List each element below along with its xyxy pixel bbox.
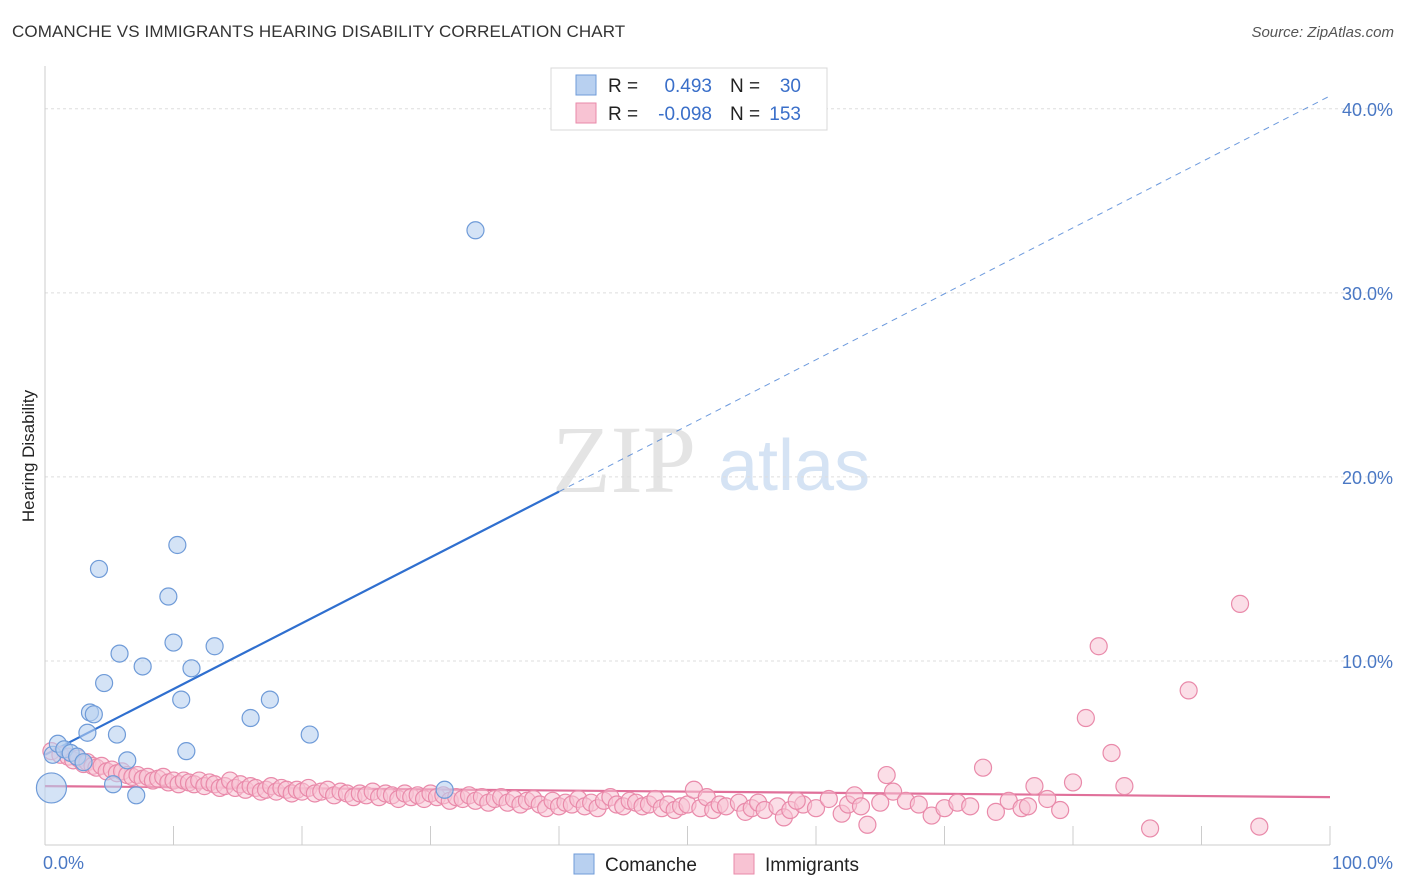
immigrants-point [883,782,903,801]
comanche-point [89,559,109,579]
comanche-point [84,705,103,724]
immigrants-point [1140,819,1160,838]
immigrants-r-label: R = [608,104,638,125]
axes [44,66,1331,846]
comanche-point [172,690,191,709]
immigrants-point [1038,789,1057,809]
watermark-atlas: atlas [718,426,870,506]
legend-immigrants-label: Immigrants [765,855,859,876]
immigrants-point [851,797,871,816]
comanche-point [466,221,485,240]
immigrants-point [871,793,890,812]
series-legend: Comanche Immigrants [573,853,859,876]
immigrants-point [1018,797,1038,816]
immigrants-point [1063,773,1083,792]
comanche-point [168,535,187,555]
comanche-n-label: N = [730,76,760,97]
comanche-point [110,644,129,663]
comanche-points [35,221,485,805]
y-tick-label: 10.0% [1342,652,1393,672]
immigrants-legend-swatch [575,102,597,124]
immigrants-point [986,802,1006,821]
immigrants-point [806,799,826,818]
comanche-point [74,753,93,772]
immigrants-n-label: N = [730,104,760,125]
comanche-trend-line [44,490,560,756]
comanche-point [182,659,201,678]
immigrants-r-value: -0.098 [658,104,712,125]
comanche-point [159,587,178,606]
comanche-point [164,633,183,652]
comanche-legend-swatch [575,74,597,96]
immigrants-point [1051,800,1070,820]
comanche-r-value: 0.493 [664,76,712,97]
immigrants-point [973,758,993,777]
comanche-point [205,637,224,656]
comanche-point [35,772,68,804]
chart-title: COMANCHE VS IMMIGRANTS HEARING DISABILIT… [12,22,626,41]
immigrants-point [1230,594,1250,613]
comanche-trend-extension [558,95,1331,493]
immigrants-point [1250,817,1269,836]
comanche-point [127,786,146,805]
immigrants-point [961,797,980,816]
source-label: Source: ZipAtlas.com [1251,24,1394,41]
comanche-n-value: 30 [780,76,801,97]
immigrants-point [1025,777,1044,796]
y-tick-label: 40.0% [1342,100,1393,120]
legend-immigrants-swatch [733,853,755,875]
comanche-point [300,725,319,744]
immigrants-point [1179,681,1198,700]
comanche-point [104,775,123,794]
x-tick-label: 0.0% [43,853,84,873]
comanche-point [177,742,196,761]
immigrants-point [1115,777,1134,796]
y-tick-label: 30.0% [1342,284,1393,304]
immigrants-point [909,795,928,814]
comanche-point [435,780,454,799]
immigrants-point [877,765,896,785]
immigrants-point [1102,743,1121,763]
immigrants-n-value: 153 [769,104,801,125]
immigrants-point [1089,637,1108,656]
immigrants-point [819,789,838,809]
comanche-point [118,751,137,770]
comanche-point [95,673,114,693]
comanche-point [133,657,152,676]
stats-legend: R = 0.493 N = 30 R = -0.098 N = 153 [550,67,828,131]
grid-lines [45,108,1392,662]
y-tick-label: 20.0% [1342,468,1393,488]
y-axis-label: Hearing Disability [19,389,38,522]
comanche-point [78,723,97,742]
comanche-point [260,690,279,709]
comanche-point [241,708,260,728]
immigrants-point [858,815,877,834]
comanche-point [107,725,127,744]
immigrants-point [1076,708,1095,728]
watermark-zip: ZIP [552,406,696,513]
legend-comanche-label: Comanche [605,855,697,876]
comanche-r-label: R = [608,76,638,97]
x-tick-labels: 0.0% 100.0% [43,853,1393,873]
y-tick-labels: 10.0% 20.0% 30.0% 40.0% [1342,100,1393,672]
legend-comanche-swatch [573,853,595,875]
x-tick-label: 100.0% [1332,853,1393,873]
immigrants-point [787,791,806,810]
immigrants-points [42,594,1269,838]
